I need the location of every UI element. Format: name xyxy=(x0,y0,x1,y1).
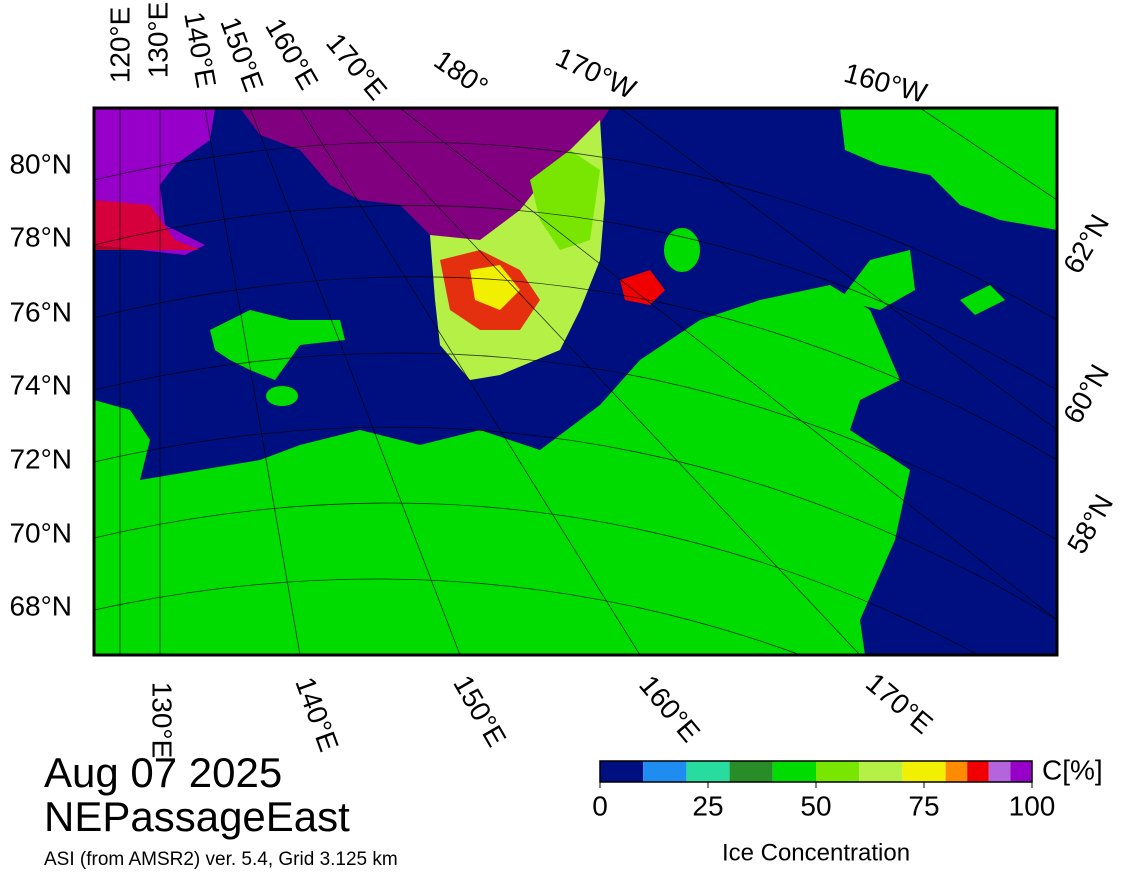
lon-label: 130°E xyxy=(147,682,178,759)
map-area xyxy=(94,108,1057,655)
lon-label: 120°E xyxy=(104,7,135,84)
left-lat-labels: 80°N 78°N 76°N 74°N 72°N 70°N 68°N xyxy=(9,148,72,621)
top-lon-labels: 120°E 130°E 140°E 150°E 160°E 170°E 180°… xyxy=(104,2,930,109)
lon-label: 160°E xyxy=(633,669,706,748)
ice-edge xyxy=(94,200,200,250)
colorbar-tick-label: 0 xyxy=(592,790,608,821)
land xyxy=(840,108,1057,230)
lat-label: 76°N xyxy=(9,296,72,327)
lat-label: 58°N xyxy=(1061,489,1119,559)
lon-label: 170°E xyxy=(320,27,393,106)
map-frame xyxy=(92,106,1059,657)
lon-label: 150°E xyxy=(447,670,512,752)
colorbar-segment xyxy=(1010,761,1032,782)
ice xyxy=(620,270,665,305)
colorbar-tick-label: 100 xyxy=(1009,790,1056,821)
lon-label: 170°W xyxy=(551,41,641,105)
land xyxy=(960,285,1005,315)
source: ASI (from AMSR2) ver. 5.4, Grid 3.125 km xyxy=(44,849,398,870)
lon-label: 140°E xyxy=(178,9,222,90)
island xyxy=(266,386,298,406)
ice xyxy=(530,150,600,250)
lat-label: 72°N xyxy=(9,443,72,474)
colorbar-segment xyxy=(945,761,968,782)
ice xyxy=(470,265,520,310)
lat-label: 74°N xyxy=(9,369,72,400)
lat-label: 60°N xyxy=(1057,359,1115,429)
colorbar-label: Ice Concentration xyxy=(722,839,910,866)
colorbar-segment xyxy=(729,761,773,782)
lat-label: 80°N xyxy=(9,148,72,179)
lon-label: 140°E xyxy=(289,673,344,756)
date: Aug 07 2025 xyxy=(44,749,282,796)
colorbar: 0 25 50 75 100 xyxy=(592,760,1056,821)
lon-label: 180° xyxy=(429,44,494,103)
land xyxy=(840,250,915,310)
colorbar-segment xyxy=(772,761,816,782)
colorbar-tick-label: 75 xyxy=(908,790,939,821)
colorbar-unit: C[%] xyxy=(1042,754,1103,785)
colorbar-tick-label: 25 xyxy=(692,790,723,821)
lat-label: 62°N xyxy=(1057,209,1115,279)
lat-label: 70°N xyxy=(9,517,72,548)
colorbar-segment xyxy=(643,761,687,782)
colorbar-segment xyxy=(902,761,946,782)
region: NEPassageEast xyxy=(44,793,350,840)
colorbar-segment xyxy=(988,761,1011,782)
ice xyxy=(240,108,610,260)
colorbar-segment xyxy=(816,761,860,782)
island xyxy=(664,228,700,272)
colorbar-segment xyxy=(686,761,730,782)
lon-label: 170°E xyxy=(860,667,939,740)
colorbar-segment xyxy=(967,761,989,782)
lat-label: 68°N xyxy=(9,590,72,621)
colorbar-segment xyxy=(600,761,644,782)
right-lat-labels: 62°N 60°N 58°N xyxy=(1057,209,1119,559)
lat-label: 78°N xyxy=(9,221,72,252)
graticule xyxy=(94,108,1057,655)
lon-label: 160°W xyxy=(841,57,931,109)
colorbar-segment xyxy=(859,761,903,782)
land xyxy=(94,285,910,655)
bottom-lon-labels: 130°E 140°E 150°E 160°E 170°E xyxy=(147,667,939,758)
colorbar-tick-label: 50 xyxy=(800,790,831,821)
lon-label: 130°E xyxy=(142,2,173,79)
